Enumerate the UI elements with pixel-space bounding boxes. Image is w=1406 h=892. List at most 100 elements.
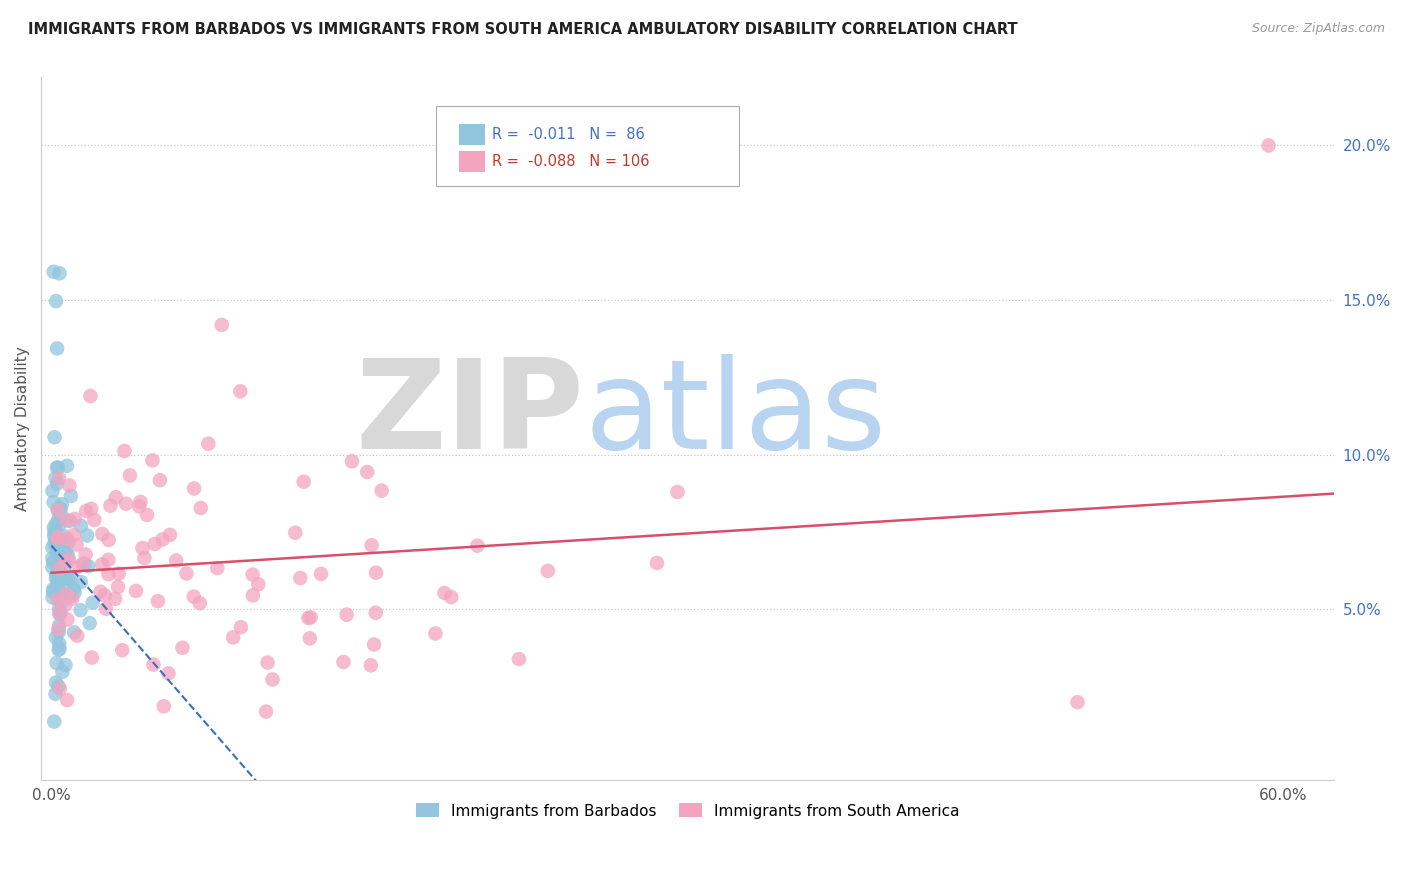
Immigrants from South America [262, 673, 284, 687]
Text: ZIP: ZIP [356, 354, 585, 475]
Immigrants from Barbados [55, 658, 77, 673]
Immigrants from South America [58, 553, 80, 567]
Immigrants from South America [48, 607, 70, 621]
Immigrants from Barbados [82, 596, 104, 610]
Immigrants from Barbados [48, 642, 70, 657]
Immigrants from South America [242, 588, 264, 602]
Immigrants from South America [111, 643, 134, 657]
Immigrants from Barbados [44, 533, 66, 547]
Immigrants from South America [136, 508, 159, 522]
Immigrants from South America [94, 602, 117, 616]
Immigrants from Barbados [46, 342, 69, 356]
Immigrants from Barbados [76, 528, 98, 542]
Immigrants from Barbados [53, 555, 76, 569]
Immigrants from South America [97, 567, 120, 582]
Immigrants from South America [83, 513, 105, 527]
Immigrants from Barbados [48, 618, 70, 632]
Immigrants from Barbados [46, 560, 69, 574]
Immigrants from South America [229, 384, 252, 399]
Immigrants from Barbados [45, 471, 67, 485]
Immigrants from Barbados [44, 524, 66, 539]
Immigrants from South America [80, 502, 103, 516]
Immigrants from Barbados [46, 578, 69, 592]
Immigrants from South America [183, 590, 205, 604]
Immigrants from Barbados [46, 502, 69, 516]
Immigrants from Barbados [79, 616, 101, 631]
Immigrants from Barbados [77, 559, 100, 574]
Immigrants from Barbados [62, 582, 84, 596]
Immigrants from South America [58, 478, 80, 492]
Immigrants from Barbados [41, 560, 63, 574]
Immigrants from Barbados [70, 518, 93, 533]
Immigrants from Barbados [46, 573, 69, 587]
Immigrants from Barbados [48, 592, 70, 607]
Immigrants from South America [146, 594, 169, 608]
Immigrants from South America [290, 571, 312, 585]
Immigrants from South America [242, 567, 264, 582]
Immigrants from South America [49, 681, 72, 696]
Immigrants from South America [107, 580, 129, 594]
Immigrants from South America [63, 528, 86, 542]
Immigrants from South America [666, 484, 689, 499]
Immigrants from Barbados [41, 483, 63, 498]
Immigrants from Barbados [41, 541, 63, 555]
Immigrants from South America [356, 465, 378, 479]
Immigrants from Barbados [41, 551, 63, 566]
Immigrants from South America [131, 541, 153, 555]
Immigrants from Barbados [44, 687, 66, 701]
Immigrants from South America [66, 538, 89, 552]
Immigrants from South America [100, 499, 122, 513]
Immigrants from South America [46, 531, 69, 545]
Immigrants from Barbados [73, 557, 96, 571]
Immigrants from Barbados [52, 593, 75, 607]
Immigrants from South America [157, 666, 180, 681]
Immigrants from South America [97, 553, 120, 567]
Y-axis label: Ambulatory Disability: Ambulatory Disability [15, 346, 30, 511]
Bar [458, 124, 485, 145]
Immigrants from South America [75, 548, 97, 562]
Immigrants from Barbados [49, 585, 72, 599]
Immigrants from Barbados [45, 571, 67, 585]
Immigrants from Barbados [45, 546, 67, 560]
Immigrants from Barbados [63, 585, 86, 599]
Immigrants from South America [433, 586, 456, 600]
Immigrants from Barbados [46, 512, 69, 526]
Immigrants from Barbados [49, 607, 72, 622]
Immigrants from Barbados [70, 575, 93, 590]
Immigrants from Barbados [51, 508, 73, 522]
Immigrants from South America [256, 656, 278, 670]
Immigrants from Barbados [45, 294, 67, 309]
Immigrants from Barbados [45, 656, 67, 670]
Immigrants from Barbados [56, 572, 79, 586]
Immigrants from South America [298, 632, 321, 646]
Legend: Immigrants from Barbados, Immigrants from South America: Immigrants from Barbados, Immigrants fro… [409, 797, 966, 824]
Immigrants from South America [207, 561, 229, 575]
Immigrants from South America [336, 607, 359, 622]
Immigrants from South America [91, 558, 114, 572]
Immigrants from South America [183, 482, 205, 496]
Text: R =  -0.088   N = 106: R = -0.088 N = 106 [492, 153, 650, 169]
FancyBboxPatch shape [436, 105, 740, 186]
Immigrants from Barbados [49, 604, 72, 618]
Immigrants from South America [364, 566, 387, 580]
Immigrants from South America [425, 626, 447, 640]
Immigrants from South America [1066, 695, 1088, 709]
Immigrants from South America [48, 471, 70, 485]
Immigrants from South America [134, 551, 156, 566]
Immigrants from South America [66, 629, 89, 643]
Bar [458, 151, 485, 171]
Immigrants from South America [222, 631, 245, 645]
Immigrants from South America [254, 705, 277, 719]
Immigrants from Barbados [58, 535, 80, 549]
Immigrants from Barbados [48, 266, 70, 280]
Text: atlas: atlas [585, 354, 886, 475]
Immigrants from South America [141, 453, 163, 467]
Immigrants from South America [152, 533, 174, 547]
Immigrants from Barbados [69, 603, 91, 617]
Immigrants from Barbados [56, 549, 79, 563]
Immigrants from Barbados [48, 641, 70, 656]
Immigrants from Barbados [52, 529, 75, 543]
Immigrants from South America [309, 566, 332, 581]
Immigrants from South America [159, 528, 181, 542]
Immigrants from Barbados [45, 631, 67, 645]
